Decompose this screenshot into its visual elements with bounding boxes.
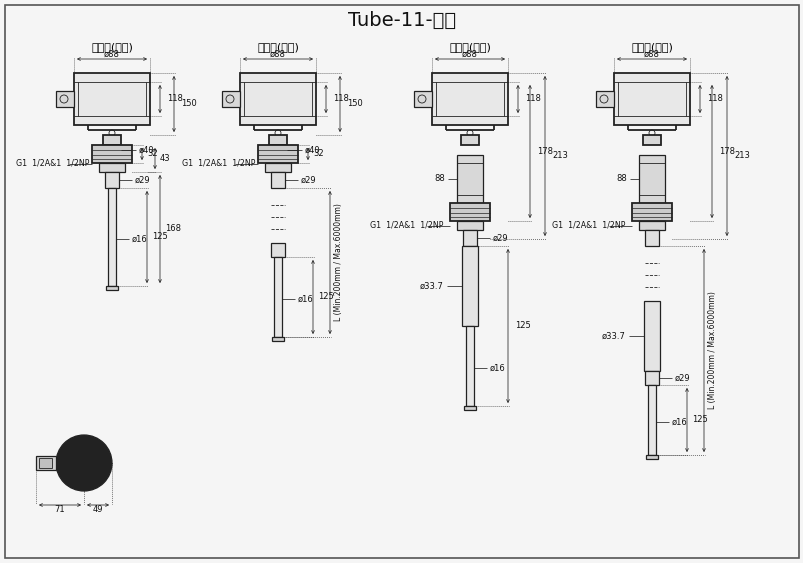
Text: ø88: ø88 — [104, 50, 120, 59]
Text: Tube-11-螺纹: Tube-11-螺纹 — [348, 11, 455, 29]
Text: ø16: ø16 — [671, 418, 687, 427]
Bar — [644, 230, 658, 246]
Bar — [463, 230, 476, 246]
Bar — [258, 145, 298, 163]
Text: ø88: ø88 — [643, 50, 659, 59]
Text: 118: 118 — [167, 95, 182, 104]
Bar — [638, 155, 664, 203]
Bar — [644, 371, 658, 385]
Text: ø29: ø29 — [675, 373, 690, 382]
Bar — [456, 221, 483, 230]
Text: 43: 43 — [160, 154, 170, 163]
Bar — [271, 172, 284, 188]
Text: 125: 125 — [152, 233, 168, 242]
Text: ø29: ø29 — [135, 176, 150, 185]
Text: 178: 178 — [536, 147, 552, 156]
Bar — [595, 91, 613, 107]
Bar — [74, 73, 150, 125]
Text: 213: 213 — [733, 151, 749, 160]
Text: 32: 32 — [147, 150, 157, 159]
Bar — [56, 91, 74, 107]
Text: 49: 49 — [92, 506, 103, 515]
Text: G1  1/2A&1  1/2NP: G1 1/2A&1 1/2NP — [552, 221, 625, 230]
Bar — [39, 458, 52, 468]
Text: 118: 118 — [524, 95, 540, 104]
Circle shape — [56, 435, 112, 491]
Bar — [456, 155, 483, 203]
Bar — [240, 73, 316, 125]
Bar — [36, 456, 56, 470]
Bar — [271, 243, 284, 257]
Text: G1  1/2A&1  1/2NP: G1 1/2A&1 1/2NP — [181, 159, 255, 168]
Text: ø16: ø16 — [298, 294, 313, 303]
Bar — [92, 145, 132, 163]
Text: ø40: ø40 — [139, 145, 154, 154]
Bar — [271, 337, 283, 341]
Bar — [643, 301, 659, 371]
Text: L (Min.200mm / Max.6000mm): L (Min.200mm / Max.6000mm) — [707, 292, 716, 409]
Circle shape — [81, 461, 87, 466]
Text: ø88: ø88 — [270, 50, 286, 59]
Text: G1  1/2A&1  1/2NP: G1 1/2A&1 1/2NP — [16, 159, 89, 168]
Text: 标准型(常温): 标准型(常温) — [91, 42, 132, 52]
Bar — [631, 203, 671, 221]
Bar — [638, 221, 664, 230]
Bar — [645, 455, 657, 459]
Text: 150: 150 — [347, 100, 362, 109]
Bar — [222, 91, 240, 107]
Text: 118: 118 — [706, 95, 722, 104]
Bar — [450, 203, 489, 221]
Bar — [466, 326, 474, 406]
Bar — [105, 172, 119, 188]
Text: 125: 125 — [691, 415, 707, 425]
Text: ø88: ø88 — [462, 50, 477, 59]
Text: 213: 213 — [552, 151, 567, 160]
Bar — [269, 135, 287, 145]
Bar — [103, 135, 120, 145]
Bar — [613, 73, 689, 125]
Text: 150: 150 — [181, 100, 197, 109]
Bar — [647, 385, 655, 455]
Bar — [642, 135, 660, 145]
Bar — [463, 406, 475, 410]
Text: L (Min.200mm / Max.6000mm): L (Min.200mm / Max.6000mm) — [334, 204, 343, 321]
Bar — [106, 286, 118, 290]
Text: 88: 88 — [434, 175, 444, 184]
Text: 118: 118 — [332, 95, 349, 104]
Text: ø29: ø29 — [492, 234, 508, 243]
Text: 125: 125 — [318, 293, 333, 302]
Text: 标准型(高温): 标准型(高温) — [449, 42, 491, 52]
Bar — [274, 257, 282, 337]
Text: ø29: ø29 — [300, 176, 316, 185]
Bar — [414, 91, 431, 107]
Bar — [460, 135, 479, 145]
Text: ø16: ø16 — [132, 235, 148, 244]
Text: G1  1/2A&1  1/2NP: G1 1/2A&1 1/2NP — [369, 221, 442, 230]
Text: 32: 32 — [312, 150, 324, 159]
Text: 加长型(高温): 加长型(高温) — [630, 42, 672, 52]
Text: 168: 168 — [165, 225, 181, 234]
Text: 88: 88 — [615, 175, 626, 184]
Bar — [99, 163, 124, 172]
Text: ø16: ø16 — [489, 364, 505, 373]
Text: 加长型(常温): 加长型(常温) — [257, 42, 299, 52]
Bar — [462, 246, 478, 326]
Bar — [108, 188, 116, 286]
Text: 71: 71 — [55, 506, 65, 515]
Bar — [431, 73, 507, 125]
Bar — [265, 163, 291, 172]
Text: ø40: ø40 — [304, 145, 320, 154]
Text: ø33.7: ø33.7 — [601, 332, 626, 341]
Text: 125: 125 — [515, 321, 530, 330]
Text: ø33.7: ø33.7 — [420, 282, 443, 291]
Text: 178: 178 — [718, 147, 734, 156]
